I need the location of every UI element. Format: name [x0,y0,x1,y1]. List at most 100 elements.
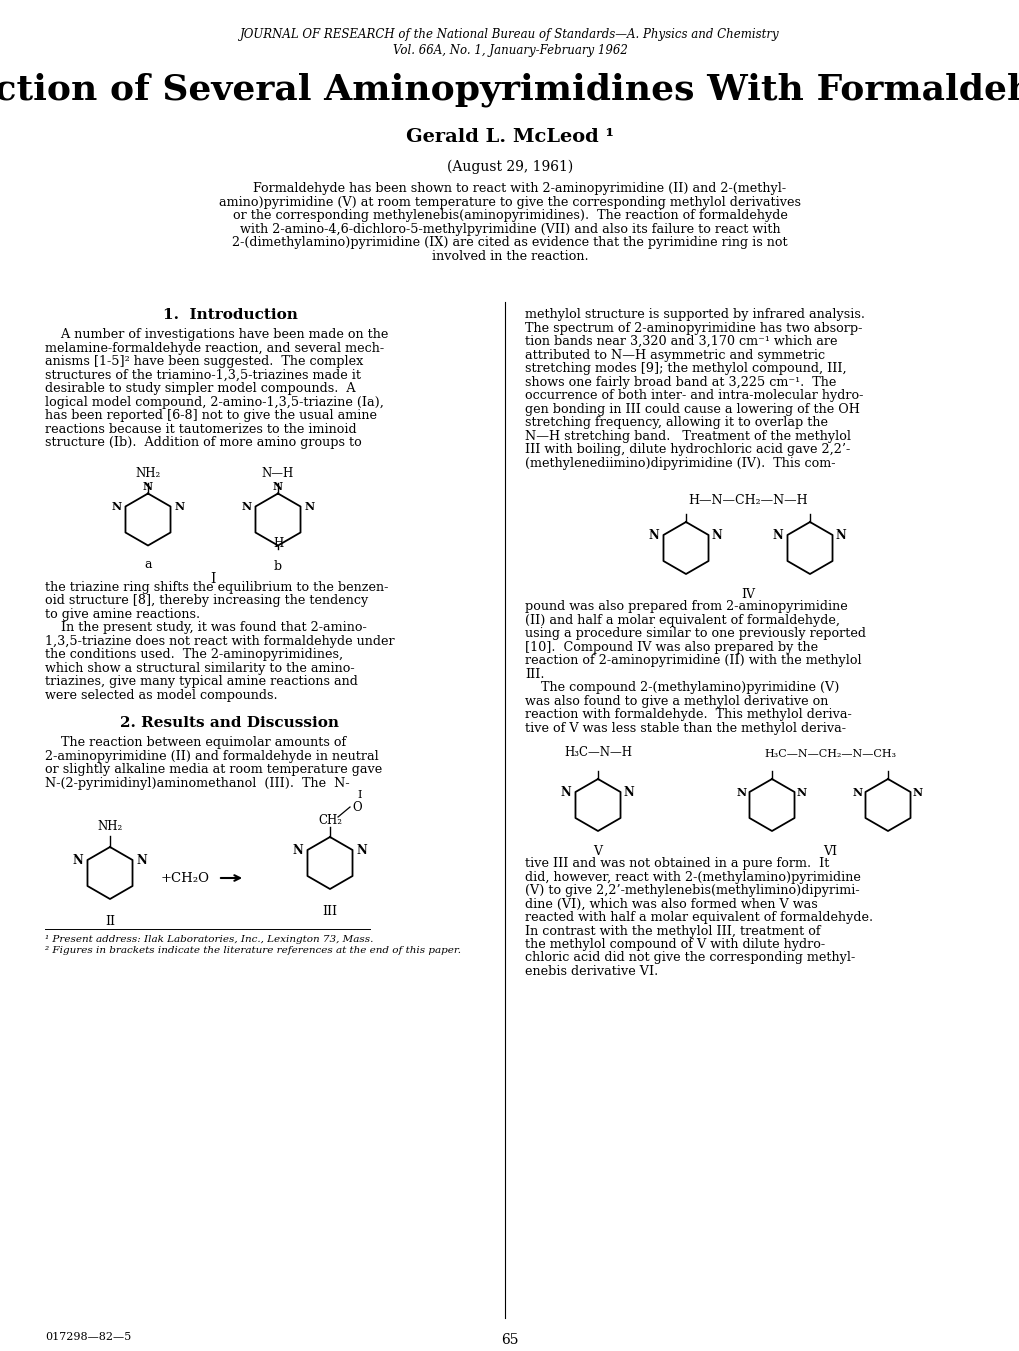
Text: pound was also prepared from 2-aminopyrimidine: pound was also prepared from 2-aminopyri… [525,600,847,613]
Text: or the corresponding methylenebis(aminopyrimidines).  The reaction of formaldehy: or the corresponding methylenebis(aminop… [232,209,787,222]
Text: with 2-amino-4,6-dichloro-5-methylpyrimidine (VII) and also its failure to react: with 2-amino-4,6-dichloro-5-methylpyrimi… [239,223,780,235]
Text: NH₂: NH₂ [136,466,160,480]
Text: N: N [912,786,922,797]
Text: chloric acid did not give the corresponding methyl-: chloric acid did not give the correspond… [525,951,854,965]
Text: was also found to give a methylol derivative on: was also found to give a methylol deriva… [525,694,827,708]
Text: H: H [273,536,283,550]
Text: b: b [274,559,282,573]
Text: N: N [273,481,283,492]
Text: (V) to give 2,2’-methylenebis(methylimino)dipyrimi-: (V) to give 2,2’-methylenebis(methylimin… [525,884,859,897]
Text: anisms [1-5]² have been suggested.  The complex: anisms [1-5]² have been suggested. The c… [45,355,363,367]
Text: JOURNAL OF RESEARCH of the National Bureau of Standards—A. Physics and Chemistry: JOURNAL OF RESEARCH of the National Bure… [239,28,780,41]
Text: N: N [560,785,571,798]
Text: did, however, react with 2-(methylamino)pyrimidine: did, however, react with 2-(methylamino)… [525,870,860,884]
Text: NH₂: NH₂ [97,820,122,834]
Text: ¹ Present address: Ilak Laboratories, Inc., Lexington 73, Mass.: ¹ Present address: Ilak Laboratories, In… [45,935,373,944]
Text: In the present study, it was found that 2-amino-: In the present study, it was found that … [45,621,367,634]
Text: N: N [835,528,846,542]
Text: gen bonding in III could cause a lowering of the OH: gen bonding in III could cause a lowerin… [525,403,859,416]
Text: were selected as model compounds.: were selected as model compounds. [45,689,277,701]
Text: N: N [242,501,252,512]
Text: 2-(dimethylamino)pyrimidine (IX) are cited as evidence that the pyrimidine ring : 2-(dimethylamino)pyrimidine (IX) are cit… [232,236,787,249]
Text: tive of V was less stable than the methylol deriva-: tive of V was less stable than the methy… [525,721,845,735]
Text: N: N [736,786,746,797]
Text: a: a [144,558,152,570]
Text: tion bands near 3,320 and 3,170 cm⁻¹ which are: tion bands near 3,320 and 3,170 cm⁻¹ whi… [525,335,837,349]
Text: N: N [72,854,84,866]
Text: structure (Ib).  Addition of more amino groups to: structure (Ib). Addition of more amino g… [45,436,362,449]
Text: occurrence of both inter- and intra-molecular hydro-: occurrence of both inter- and intra-mole… [525,389,862,403]
Text: to give amine reactions.: to give amine reactions. [45,608,200,620]
Text: reaction with formaldehyde.  This methylol deriva-: reaction with formaldehyde. This methylo… [525,708,851,721]
Text: III: III [322,905,337,917]
Text: ² Figures in brackets indicate the literature references at the end of this pape: ² Figures in brackets indicate the liter… [45,946,461,955]
Text: N: N [174,501,184,512]
Text: using a procedure similar to one previously reported: using a procedure similar to one previou… [525,627,865,640]
Text: H—N—CH₂—N—H: H—N—CH₂—N—H [688,493,807,507]
Text: reaction of 2-aminopyrimidine (II) with the methylol: reaction of 2-aminopyrimidine (II) with … [525,654,861,667]
Text: V: V [593,844,602,858]
Text: N: N [772,528,783,542]
Text: the methylol compound of V with dilute hydro-: the methylol compound of V with dilute h… [525,938,824,951]
Text: (II) and half a molar equivalent of formaldehyde,: (II) and half a molar equivalent of form… [525,613,840,627]
Text: [10].  Compound IV was also prepared by the: [10]. Compound IV was also prepared by t… [525,640,817,654]
Text: H₃C—N—CH₂—N—CH₃: H₃C—N—CH₂—N—CH₃ [763,748,895,759]
Text: dine (VI), which was also formed when V was: dine (VI), which was also formed when V … [525,897,817,911]
Text: N: N [357,843,367,857]
Text: logical model compound, 2-amino-1,3,5-triazine (Ia),: logical model compound, 2-amino-1,3,5-tr… [45,396,383,408]
Text: III.: III. [525,667,544,681]
Text: The compound 2-(methylamino)pyrimidine (V): The compound 2-(methylamino)pyrimidine (… [525,681,839,694]
Text: IV: IV [740,588,754,601]
Text: N—H stretching band.   Treatment of the methylol: N—H stretching band. Treatment of the me… [525,430,850,443]
Text: desirable to study simpler model compounds.  A: desirable to study simpler model compoun… [45,382,356,394]
Text: In contrast with the methylol III, treatment of: In contrast with the methylol III, treat… [525,924,820,938]
Text: The spectrum of 2-aminopyrimidine has two absorp-: The spectrum of 2-aminopyrimidine has tw… [525,322,861,335]
Text: VI: VI [822,844,837,858]
Text: reacted with half a molar equivalent of formaldehyde.: reacted with half a molar equivalent of … [525,911,872,924]
Text: amino)pyrimidine (V) at room temperature to give the corresponding methylol deri: amino)pyrimidine (V) at room temperature… [219,196,800,208]
Text: the conditions used.  The 2-aminopyrimidines,: the conditions used. The 2-aminopyrimidi… [45,648,342,661]
Text: Reaction of Several Aminopyrimidines With Formaldehyde: Reaction of Several Aminopyrimidines Wit… [0,72,1019,107]
Text: N: N [292,843,304,857]
Text: N: N [137,854,147,866]
Text: Formaldehyde has been shown to react with 2-aminopyrimidine (II) and 2-(methyl-: Formaldehyde has been shown to react wit… [233,182,786,195]
Text: N: N [796,786,806,797]
Text: A number of investigations have been made on the: A number of investigations have been mad… [45,328,388,340]
Text: 1.  Introduction: 1. Introduction [162,308,298,322]
Text: oid structure [8], thereby increasing the tendency: oid structure [8], thereby increasing th… [45,594,368,607]
Text: 017298—82—5: 017298—82—5 [45,1332,131,1342]
Text: tive III and was not obtained in a pure form.  It: tive III and was not obtained in a pure … [525,857,828,870]
Text: N: N [852,786,862,797]
Text: N-(2-pyrimidinyl)aminomethanol  (III).  The  N-: N-(2-pyrimidinyl)aminomethanol (III). Th… [45,777,350,789]
Text: H₃C—N—H: H₃C—N—H [564,746,632,759]
Text: III with boiling, dilute hydrochloric acid gave 2,2’-: III with boiling, dilute hydrochloric ac… [525,443,850,457]
Text: I: I [358,790,362,800]
Text: The reaction between equimolar amounts of: The reaction between equimolar amounts o… [45,736,345,748]
Text: attributed to N—H asymmetric and symmetric: attributed to N—H asymmetric and symmetr… [525,349,824,362]
Text: N: N [305,501,314,512]
Text: (August 29, 1961): (August 29, 1961) [446,159,573,174]
Text: N—H: N—H [262,466,293,480]
Text: triazines, give many typical amine reactions and: triazines, give many typical amine react… [45,676,358,688]
Text: melamine-formaldehyde reaction, and several mech-: melamine-formaldehyde reaction, and seve… [45,342,384,354]
Text: shows one fairly broad band at 3,225 cm⁻¹.  The: shows one fairly broad band at 3,225 cm⁻… [525,376,836,389]
Text: Vol. 66A, No. 1, January-February 1962: Vol. 66A, No. 1, January-February 1962 [392,45,627,57]
Text: 2-aminopyrimidine (II) and formaldehyde in neutral: 2-aminopyrimidine (II) and formaldehyde … [45,750,378,762]
Text: or slightly alkaline media at room temperature gave: or slightly alkaline media at room tempe… [45,763,382,775]
Text: which show a structural similarity to the amino-: which show a structural similarity to th… [45,662,355,674]
Text: 65: 65 [500,1333,519,1347]
Text: (methylenediimino)dipyrimidine (IV).  This com-: (methylenediimino)dipyrimidine (IV). Thi… [525,457,835,470]
Text: the triazine ring shifts the equilibrium to the benzen-: the triazine ring shifts the equilibrium… [45,581,388,593]
Text: N: N [623,785,634,798]
Text: II: II [105,915,115,928]
Text: has been reported [6-8] not to give the usual amine: has been reported [6-8] not to give the … [45,409,377,422]
Text: CH₂: CH₂ [318,815,341,827]
Text: O: O [352,801,362,813]
Text: Gerald L. McLeod ¹: Gerald L. McLeod ¹ [406,128,613,146]
Text: stretching modes [9]; the methylol compound, III,: stretching modes [9]; the methylol compo… [525,362,846,376]
Text: +CH₂O: +CH₂O [160,871,209,885]
Text: N: N [111,501,121,512]
Text: 2. Results and Discussion: 2. Results and Discussion [120,716,339,730]
Text: enebis derivative VI.: enebis derivative VI. [525,965,657,978]
Text: structures of the triamino-1,3,5-triazines made it: structures of the triamino-1,3,5-triazin… [45,369,361,381]
